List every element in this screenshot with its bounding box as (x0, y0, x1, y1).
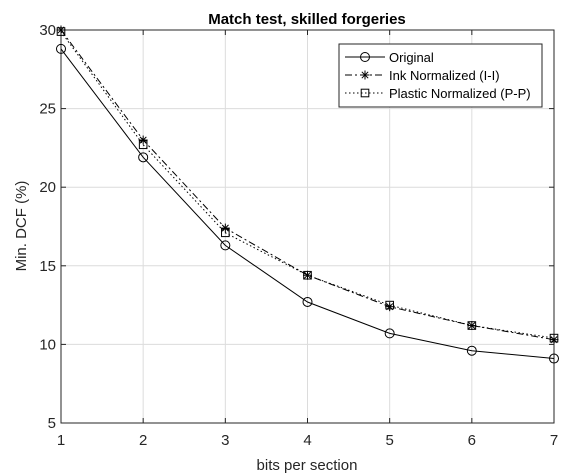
data-point (221, 228, 230, 238)
legend: Original Ink Normalized (I-I) Plastic Norm… (338, 43, 543, 108)
data-point (303, 270, 312, 280)
y-tick-label: 30 (39, 22, 56, 39)
series-layer (56, 25, 559, 364)
x-tick-label: 3 (221, 432, 229, 449)
y-tick-label: 25 (39, 101, 56, 118)
data-point (56, 43, 66, 54)
x-tick-label: 7 (550, 432, 558, 449)
x-axis-label: bits per section (257, 457, 358, 474)
data-point (220, 240, 231, 251)
data-point (138, 135, 148, 145)
series-2 (56, 27, 559, 343)
legend-box (338, 43, 543, 108)
y-tick-label: 15 (39, 258, 56, 275)
data-point (56, 25, 66, 35)
series-line (60, 48, 555, 359)
data-point (385, 300, 394, 310)
legend-marker (360, 88, 370, 98)
legend-entry: Original (345, 50, 434, 65)
x-tick-label: 6 (468, 432, 476, 449)
legend-marker (360, 70, 370, 80)
series-0 (56, 43, 559, 364)
data-point (138, 152, 149, 163)
data-point (56, 27, 66, 36)
x-tick-label: 4 (303, 432, 311, 449)
data-point (549, 335, 559, 345)
y-tick-label: 10 (39, 336, 56, 353)
y-axis-label: Min. DCF (%) (13, 181, 30, 272)
data-point (549, 353, 559, 364)
legend-label: Ink Normalized (I-I) (389, 68, 500, 83)
data-point (549, 333, 559, 343)
data-point (466, 345, 477, 356)
legend-marker (360, 52, 370, 62)
legend-entry: Plastic Normalized (P-P) (345, 86, 531, 101)
chart-title: Match test, skilled forgeries (208, 11, 406, 28)
y-tick-label: 5 (48, 415, 56, 432)
legend-label: Original (389, 50, 434, 65)
data-point (220, 223, 230, 233)
data-point (138, 140, 148, 150)
x-tick-label: 5 (385, 432, 393, 449)
legend-label: Plastic Normalized (P-P) (389, 86, 531, 101)
data-point (302, 296, 313, 307)
legend-entry: Ink Normalized (I-I) (345, 68, 500, 83)
x-tick-label: 2 (139, 432, 147, 449)
axis-ticks: 1 2 3 4 5 6 7 5 10 15 20 25 30 (39, 22, 558, 449)
data-point (384, 328, 395, 339)
x-tick-label: 1 (57, 432, 65, 449)
series-line (60, 31, 555, 339)
data-point (467, 321, 477, 330)
y-tick-label: 20 (39, 179, 56, 196)
